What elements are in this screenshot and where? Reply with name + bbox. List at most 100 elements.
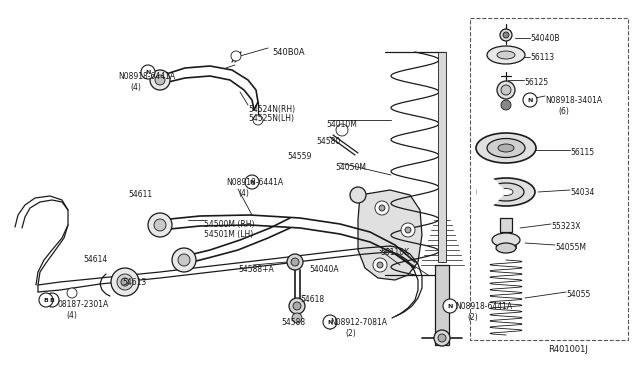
Text: (6): (6) (558, 107, 569, 116)
Text: 54055M: 54055M (555, 243, 586, 252)
Wedge shape (477, 171, 506, 212)
Text: N08918-6441A: N08918-6441A (226, 178, 283, 187)
Text: (2): (2) (467, 313, 477, 322)
Text: 54525N(LH): 54525N(LH) (248, 114, 294, 123)
Ellipse shape (477, 178, 535, 206)
Circle shape (245, 175, 259, 189)
Circle shape (379, 205, 385, 211)
Circle shape (323, 315, 337, 329)
Circle shape (523, 93, 537, 107)
Text: N: N (447, 304, 452, 308)
Bar (500, 218, 512, 232)
Text: 54010M: 54010M (326, 120, 357, 129)
Text: (4): (4) (66, 311, 77, 320)
Bar (435, 265, 449, 345)
Text: N: N (250, 180, 255, 185)
Circle shape (401, 223, 415, 237)
Circle shape (291, 258, 299, 266)
Text: 56113: 56113 (530, 53, 554, 62)
Circle shape (501, 100, 511, 110)
Text: (4): (4) (130, 83, 141, 92)
Circle shape (405, 227, 411, 233)
Circle shape (289, 298, 305, 314)
Text: 56125: 56125 (524, 78, 548, 87)
Text: N08918-6441A: N08918-6441A (118, 72, 175, 81)
Circle shape (111, 268, 139, 296)
Text: 56115: 56115 (570, 148, 594, 157)
Ellipse shape (487, 46, 525, 64)
Circle shape (155, 75, 165, 85)
Ellipse shape (498, 144, 514, 152)
Text: 54055: 54055 (566, 290, 590, 299)
Text: 540B0A: 540B0A (272, 48, 305, 57)
Circle shape (148, 213, 172, 237)
Circle shape (501, 85, 511, 95)
Text: N08918-3401A: N08918-3401A (545, 96, 602, 105)
Text: R401001J: R401001J (548, 345, 588, 354)
Text: (4): (4) (238, 189, 249, 198)
Circle shape (497, 81, 515, 99)
Circle shape (67, 288, 77, 298)
Text: N: N (527, 97, 532, 103)
Text: 54034: 54034 (570, 188, 595, 197)
Text: 54500M (RH): 54500M (RH) (204, 220, 255, 229)
Text: 54588: 54588 (281, 318, 305, 327)
Text: 54501M (LH): 54501M (LH) (204, 230, 253, 239)
Text: (2): (2) (345, 329, 356, 338)
Text: 55323X: 55323X (551, 222, 580, 231)
Ellipse shape (497, 51, 515, 59)
Text: 54524N(RH): 54524N(RH) (248, 105, 295, 114)
Circle shape (154, 219, 166, 231)
Circle shape (373, 258, 387, 272)
Circle shape (293, 302, 301, 310)
Circle shape (500, 29, 512, 41)
Text: B: B (49, 298, 54, 302)
Circle shape (172, 248, 196, 272)
Text: 56110K: 56110K (380, 248, 409, 257)
Ellipse shape (488, 183, 524, 201)
Circle shape (350, 187, 366, 203)
Circle shape (45, 293, 59, 307)
Bar (470, 18, 628, 340)
Bar (438, 52, 446, 262)
Circle shape (231, 51, 241, 61)
Text: 54618: 54618 (300, 295, 324, 304)
Ellipse shape (496, 243, 516, 253)
Text: 54588+A: 54588+A (238, 265, 274, 274)
Ellipse shape (476, 133, 536, 163)
Polygon shape (358, 190, 422, 280)
Circle shape (150, 70, 170, 90)
Text: 54611: 54611 (128, 190, 152, 199)
Circle shape (375, 201, 389, 215)
Text: 54050M: 54050M (335, 163, 366, 172)
Circle shape (336, 124, 348, 136)
Circle shape (434, 330, 450, 346)
Text: 54580: 54580 (316, 137, 340, 146)
Text: N08918-6441A: N08918-6441A (455, 302, 512, 311)
Circle shape (141, 65, 155, 79)
Circle shape (292, 313, 302, 323)
Text: 54614: 54614 (83, 255, 108, 264)
Circle shape (287, 254, 303, 270)
Text: 54559: 54559 (287, 152, 312, 161)
Text: N: N (327, 320, 333, 324)
Circle shape (117, 274, 133, 290)
Circle shape (503, 32, 509, 38)
Circle shape (438, 334, 446, 342)
Text: 54040B: 54040B (530, 34, 559, 43)
Circle shape (121, 278, 129, 286)
Circle shape (443, 299, 457, 313)
Text: N08912-7081A: N08912-7081A (330, 318, 387, 327)
Ellipse shape (499, 189, 513, 196)
Circle shape (377, 262, 383, 268)
Text: N: N (145, 70, 150, 74)
Ellipse shape (487, 138, 525, 157)
Text: 54040A: 54040A (309, 265, 339, 274)
Ellipse shape (492, 233, 520, 247)
Circle shape (253, 115, 263, 125)
Circle shape (178, 254, 190, 266)
Circle shape (39, 293, 53, 307)
Text: 08187-2301A: 08187-2301A (57, 300, 108, 309)
Text: B: B (44, 298, 49, 302)
Text: 54613: 54613 (122, 278, 147, 287)
